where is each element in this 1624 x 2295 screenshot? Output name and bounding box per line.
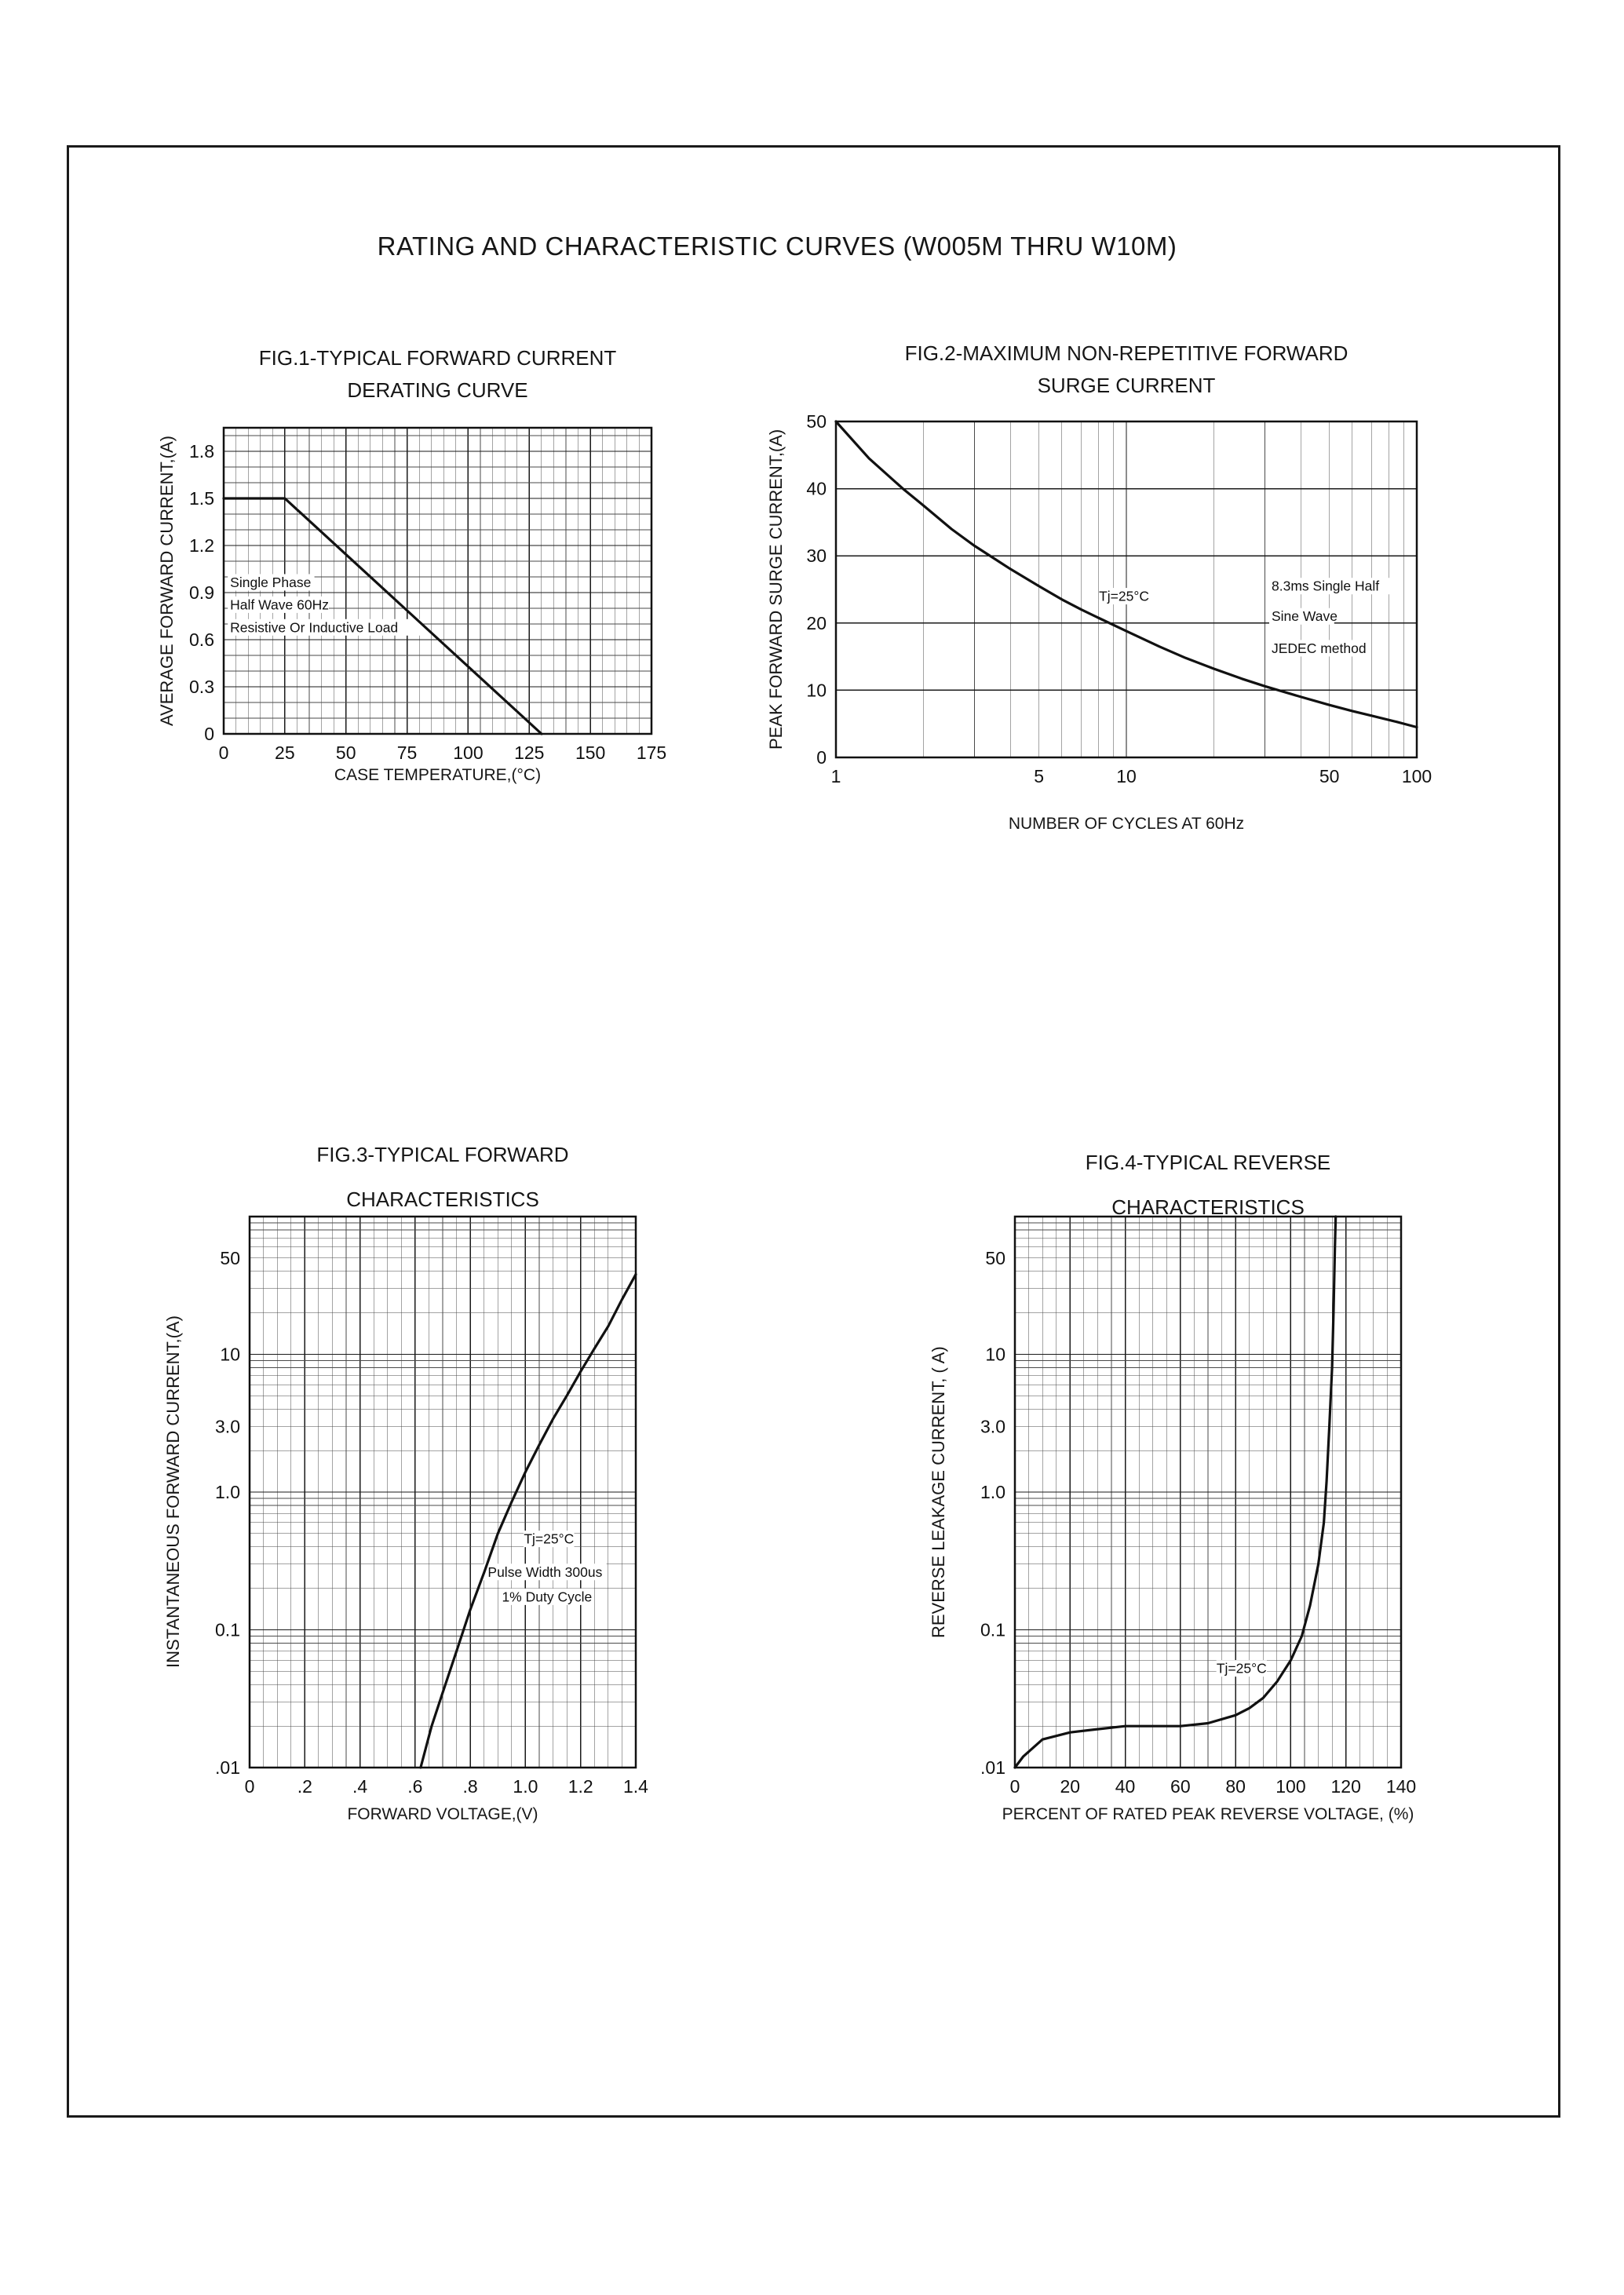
svg-text:0: 0 (245, 1776, 255, 1797)
svg-text:0.3: 0.3 (189, 677, 214, 697)
svg-text:0.9: 0.9 (189, 582, 214, 603)
svg-text:20: 20 (806, 613, 827, 633)
svg-text:125: 125 (514, 742, 544, 763)
svg-text:50: 50 (220, 1248, 240, 1268)
svg-text:30: 30 (806, 545, 827, 566)
svg-text:1.0: 1.0 (215, 1482, 240, 1502)
svg-text:.2: .2 (297, 1776, 312, 1797)
svg-text:50: 50 (985, 1248, 1005, 1268)
fig4-x-axis-label: PERCENT OF RATED PEAK REVERSE VOLTAGE, (… (1002, 1805, 1414, 1823)
svg-text:Half Wave 60Hz: Half Wave 60Hz (230, 597, 329, 612)
svg-text:0: 0 (204, 724, 214, 744)
fig3-chart: Tj=25°C Pulse Width 300us 1% Duty Cycle 0 .2… (215, 1215, 648, 1797)
fig1-subtitle: DERATING CURVE (347, 378, 528, 402)
svg-text:75: 75 (397, 742, 418, 763)
svg-text:.8: .8 (463, 1776, 478, 1797)
page-title: RATING AND CHARACTERISTIC CURVES (W005M … (377, 232, 1177, 261)
svg-text:150: 150 (575, 742, 605, 763)
svg-text:1.4: 1.4 (623, 1776, 648, 1797)
fig3-y-axis-label: INSTANTANEOUS FORWARD CURRENT,(A) (163, 1315, 183, 1669)
svg-text:JEDEC method: JEDEC method (1272, 640, 1367, 656)
svg-text:0: 0 (816, 747, 827, 768)
fig4-y-axis-label: REVERSE LEAKAGE CURRENT, ( A) (929, 1346, 948, 1638)
svg-text:1.8: 1.8 (189, 441, 214, 462)
svg-text:175: 175 (637, 742, 666, 763)
svg-text:0.6: 0.6 (189, 629, 214, 650)
svg-text:.01: .01 (215, 1757, 240, 1778)
svg-text:140: 140 (1386, 1776, 1416, 1797)
svg-text:Tj=25°C: Tj=25°C (1099, 589, 1149, 604)
svg-text:100: 100 (453, 742, 483, 763)
fig3-title: FIG.3-TYPICAL FORWARD (316, 1143, 569, 1166)
fig2-chart: Tj=25°C 8.3ms Single Half Sine Wave JEDEC m… (806, 411, 1432, 786)
fig1-x-axis-label: CASE TEMPERATURE,(°C) (334, 766, 542, 784)
svg-text:3.0: 3.0 (215, 1416, 240, 1436)
svg-text:10: 10 (220, 1345, 240, 1365)
svg-text:1.0: 1.0 (980, 1482, 1005, 1502)
svg-text:Pulse Width 300us: Pulse Width 300us (487, 1564, 602, 1580)
svg-text:40: 40 (806, 479, 827, 499)
svg-text:40: 40 (1115, 1776, 1136, 1797)
svg-text:120: 120 (1331, 1776, 1361, 1797)
svg-text:Sine Wave: Sine Wave (1272, 608, 1338, 624)
svg-text:1.2: 1.2 (568, 1776, 593, 1797)
svg-text:1: 1 (831, 766, 841, 786)
svg-text:.4: .4 (352, 1776, 367, 1797)
svg-text:10: 10 (806, 680, 827, 700)
svg-text:0: 0 (1010, 1776, 1020, 1797)
svg-text:5: 5 (1034, 766, 1044, 786)
fig4-title: FIG.4-TYPICAL REVERSE (1085, 1151, 1331, 1174)
fig3-subtitle: CHARACTERISTICS (346, 1188, 539, 1211)
svg-text:1.5: 1.5 (189, 488, 214, 509)
svg-text:Tj=25°C: Tj=25°C (1217, 1661, 1267, 1677)
svg-text:Tj=25°C: Tj=25°C (524, 1531, 574, 1547)
svg-text:0: 0 (219, 742, 229, 763)
svg-text:.01: .01 (980, 1757, 1005, 1778)
svg-text:50: 50 (1319, 766, 1340, 786)
svg-text:1% Duty Cycle: 1% Duty Cycle (502, 1589, 592, 1604)
svg-text:.6: .6 (407, 1776, 422, 1797)
svg-text:25: 25 (275, 742, 295, 763)
svg-text:100: 100 (1275, 1776, 1305, 1797)
fig2-title: FIG.2-MAXIMUM NON-REPETITIVE FORWARD (904, 341, 1348, 365)
svg-text:100: 100 (1402, 766, 1432, 786)
svg-text:80: 80 (1225, 1776, 1246, 1797)
svg-text:0.1: 0.1 (215, 1620, 240, 1640)
svg-text:10: 10 (1116, 766, 1137, 786)
fig1-title: FIG.1-TYPICAL FORWARD CURRENT (258, 346, 617, 370)
svg-text:Resistive Or Inductive Load: Resistive Or Inductive Load (230, 619, 398, 635)
svg-text:3.0: 3.0 (980, 1416, 1005, 1436)
fig4-subtitle: CHARACTERISTICS (1111, 1195, 1305, 1219)
fig3-x-axis-label: FORWARD VOLTAGE,(V) (347, 1805, 538, 1823)
fig2-x-axis-label: NUMBER OF CYCLES AT 60Hz (1008, 815, 1245, 833)
page-border (67, 145, 1560, 2118)
fig1-chart: Single Phase Half Wave 60Hz Resistive Or I… (189, 426, 666, 763)
svg-text:10: 10 (985, 1345, 1005, 1365)
svg-text:8.3ms Single Half: 8.3ms Single Half (1272, 578, 1379, 594)
svg-text:60: 60 (1170, 1776, 1191, 1797)
svg-text:Single Phase: Single Phase (230, 575, 311, 590)
fig4-chart: Tj=25°C 0 20 40 60 80 100 120 140 50 10 3.0 1.0 0.1 .0… (980, 1215, 1416, 1797)
svg-text:0.1: 0.1 (980, 1620, 1005, 1640)
svg-text:20: 20 (1060, 1776, 1080, 1797)
svg-text:1.2: 1.2 (189, 535, 214, 556)
svg-text:1.0: 1.0 (513, 1776, 538, 1797)
fig2-subtitle: SURGE CURRENT (1037, 374, 1216, 397)
svg-text:50: 50 (336, 742, 356, 763)
svg-text:50: 50 (806, 411, 827, 432)
